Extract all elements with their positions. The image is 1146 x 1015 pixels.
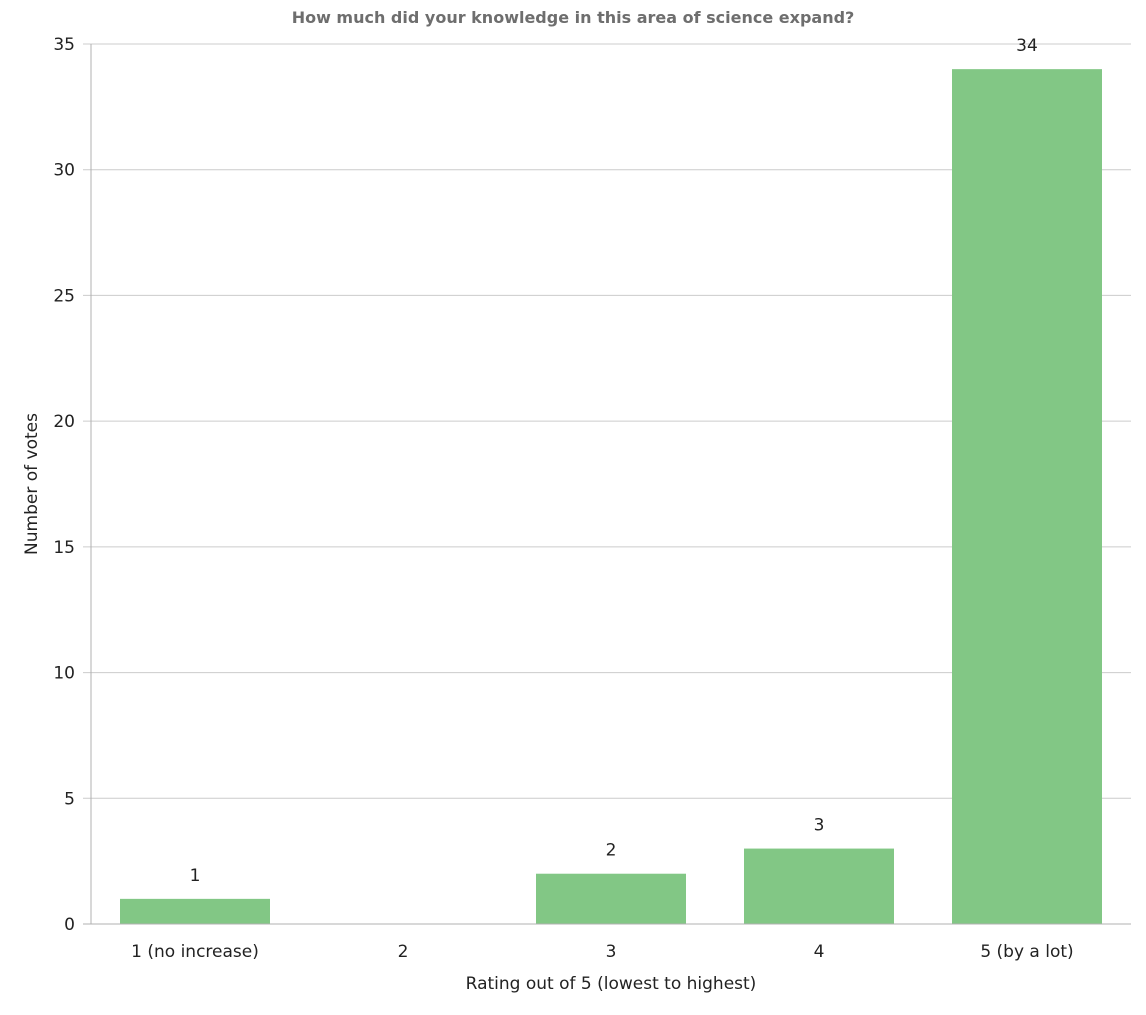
- bar: [536, 873, 686, 924]
- data-label: 3: [814, 816, 825, 836]
- bar: [120, 898, 270, 924]
- data-label: 34: [1016, 36, 1038, 56]
- data-label: 1: [190, 866, 201, 886]
- y-tick-label: 20: [53, 412, 75, 432]
- x-tick-label: 4: [814, 942, 825, 962]
- bar: [744, 848, 894, 924]
- bars: [120, 69, 1102, 924]
- y-tick-label: 5: [64, 789, 75, 809]
- x-tick-label: 5 (by a lot): [980, 942, 1073, 962]
- x-tick-label: 3: [606, 942, 617, 962]
- data-label: 2: [606, 841, 617, 861]
- gridlines: [83, 43, 1131, 799]
- bar: [952, 69, 1102, 924]
- chart-title: How much did your knowledge in this area…: [292, 8, 855, 27]
- data-labels: 1 2 3 34: [190, 36, 1038, 886]
- y-tick-label: 0: [64, 915, 75, 935]
- y-tick-label: 15: [53, 538, 75, 558]
- x-tick-label: 1 (no increase): [131, 942, 259, 962]
- x-tick-label: 2: [398, 942, 409, 962]
- y-axis-ticks: 0 5 10 15 20 25 30 35: [53, 35, 75, 935]
- y-tick-label: 30: [53, 161, 75, 181]
- y-tick-label: 10: [53, 664, 75, 684]
- y-tick-label: 35: [53, 35, 75, 55]
- x-axis-label: Rating out of 5 (lowest to highest): [466, 974, 757, 994]
- y-axis-label: Number of votes: [22, 413, 42, 555]
- y-tick-label: 25: [53, 286, 75, 306]
- x-axis-ticks: 1 (no increase) 2 3 4 5 (by a lot): [131, 942, 1074, 962]
